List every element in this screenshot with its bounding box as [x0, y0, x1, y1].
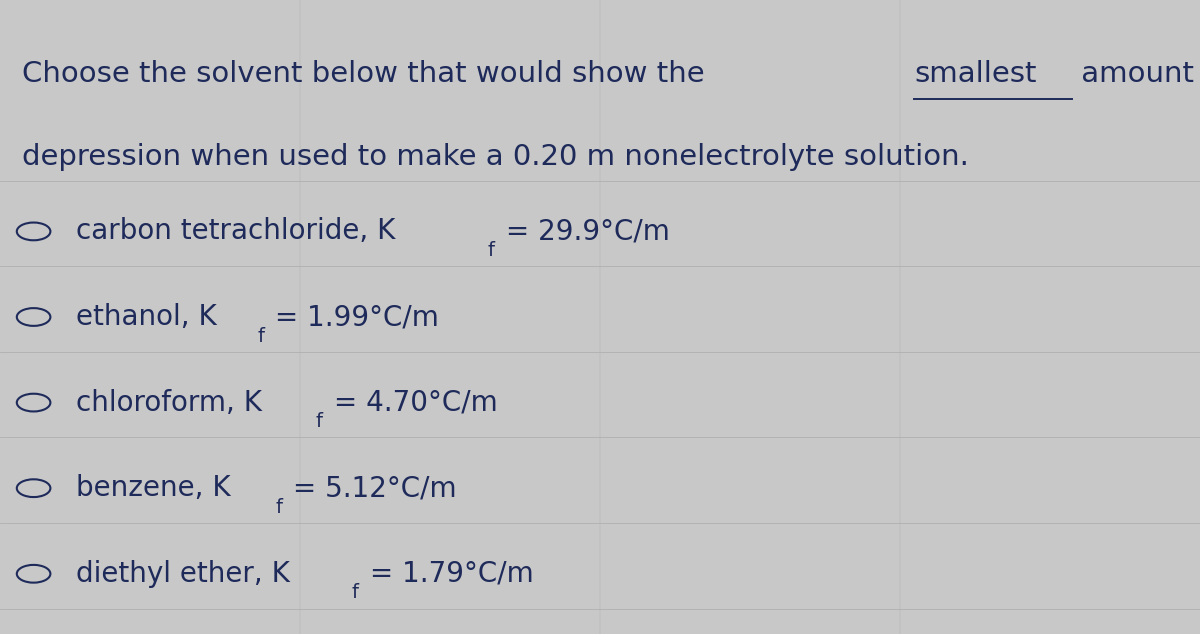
Text: f: f: [352, 583, 359, 602]
Text: diethyl ether, K: diethyl ether, K: [76, 560, 289, 588]
Text: f: f: [487, 241, 494, 260]
Text: smallest: smallest: [914, 60, 1037, 88]
Text: Choose the solvent below that would show the: Choose the solvent below that would show…: [22, 60, 714, 88]
Text: benzene, K: benzene, K: [76, 474, 230, 502]
Text: = 1.99°C/m: = 1.99°C/m: [266, 303, 439, 331]
Text: ethanol, K: ethanol, K: [76, 303, 216, 331]
Text: amount of freezing point: amount of freezing point: [1073, 60, 1200, 88]
Text: = 29.9°C/m: = 29.9°C/m: [497, 217, 670, 245]
Text: f: f: [257, 327, 264, 346]
Text: chloroform, K: chloroform, K: [76, 389, 262, 417]
Text: f: f: [275, 498, 282, 517]
Text: = 4.70°C/m: = 4.70°C/m: [325, 389, 497, 417]
Text: carbon tetrachloride, K: carbon tetrachloride, K: [76, 217, 395, 245]
Text: f: f: [316, 412, 323, 431]
Text: = 5.12°C/m: = 5.12°C/m: [284, 474, 457, 502]
Text: = 1.79°C/m: = 1.79°C/m: [360, 560, 533, 588]
Text: depression when used to make a 0.20 m nonelectrolyte solution.: depression when used to make a 0.20 m no…: [22, 143, 968, 171]
